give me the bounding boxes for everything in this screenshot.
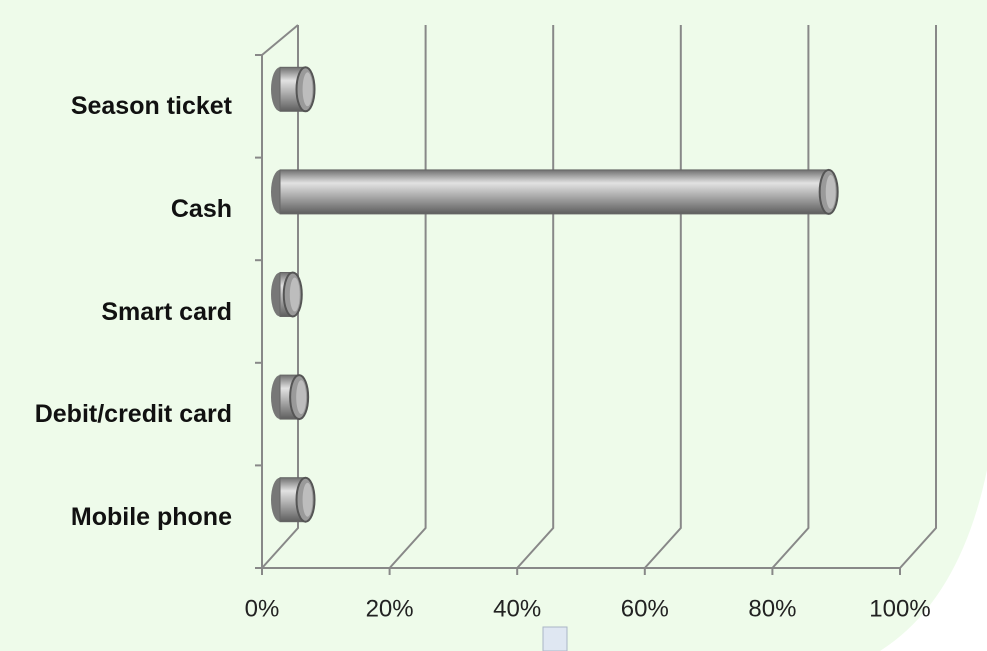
category-label-box: Smart card [32, 295, 232, 329]
category-label-box: Season ticket [32, 89, 232, 123]
x-tick-label: 60% [621, 595, 669, 622]
category-label: Debit/credit card [34, 400, 232, 429]
bar [271, 374, 310, 421]
grid-line [388, 25, 427, 569]
bar-cap-inner [289, 277, 300, 312]
x-tick-label: 40% [493, 595, 541, 622]
category-label: Season ticket [70, 92, 232, 121]
scroll-thumb [542, 626, 568, 651]
bar [271, 271, 303, 318]
grid-line [516, 25, 555, 569]
category-label: Mobile phone [70, 502, 232, 531]
x-tick-label: 20% [366, 595, 414, 622]
x-tick-label: 0% [245, 595, 280, 622]
x-tick-label: 80% [748, 595, 796, 622]
x-tick-label: 100% [869, 595, 930, 622]
category-label-box: Cash [32, 192, 232, 226]
bar-cap-inner [302, 482, 313, 517]
bar [271, 476, 316, 523]
bar [271, 168, 839, 215]
bar [271, 66, 316, 113]
bar-body [279, 169, 830, 215]
category-label-box: Debit/credit card [32, 397, 232, 431]
grid-line [771, 25, 810, 569]
bar-cap-inner [302, 72, 313, 107]
grid-line [644, 25, 682, 569]
bar-cap-inner [825, 174, 836, 209]
category-label: Cash [170, 194, 232, 223]
bar-cap-inner [296, 380, 307, 415]
grid-line [899, 25, 937, 569]
category-label-box: Mobile phone [32, 500, 232, 534]
category-label: Smart card [101, 297, 232, 326]
corner-decoration [880, 470, 987, 651]
wall-edge [261, 24, 299, 56]
